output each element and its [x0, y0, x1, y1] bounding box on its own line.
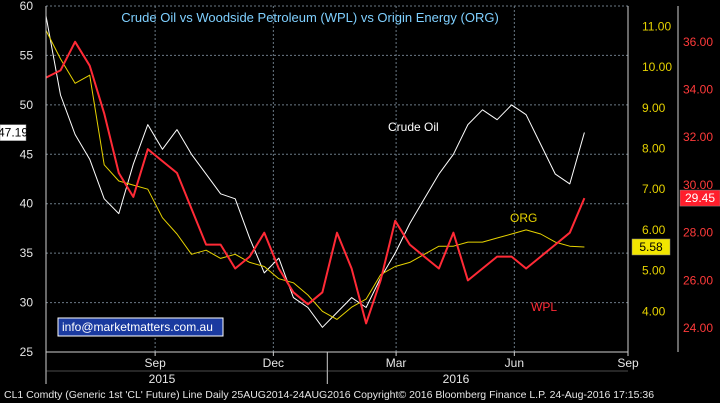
middle-tick-label: 9.00 — [642, 101, 666, 115]
left-tick-label: 55 — [20, 48, 34, 62]
email-box-rect — [57, 317, 224, 337]
left-tick-label: 45 — [20, 147, 34, 161]
right-tick-label: 26.00 — [683, 273, 713, 287]
series-line-wpl — [45, 40, 586, 325]
x-tick-label: Dec — [263, 356, 284, 370]
right-tick-label: 36.00 — [683, 35, 713, 49]
middle-tick-label: 5.00 — [642, 264, 666, 278]
middle-tick-label: 10.00 — [642, 60, 672, 74]
x-tick-label: Mar — [386, 356, 407, 370]
chart-title: Crude Oil vs Woodside Petroleum (WPL) vs… — [121, 10, 499, 25]
year-label-2016: 2016 — [443, 372, 470, 386]
left-tick-label: 40 — [20, 197, 34, 211]
x-tick-label: Jun — [505, 356, 524, 370]
crude-last-value-badge: 47.19 — [0, 124, 28, 141]
crude-last-value-badge-box — [0, 124, 27, 141]
right-tick-label: 30.00 — [683, 178, 713, 192]
email-text: info@marketmatters.com.au — [62, 320, 213, 334]
wpl-last-value-badge: 29.45 — [679, 189, 720, 207]
right-tick-label: 28.00 — [683, 226, 713, 240]
axes: 25 30 35 40 45 50 55 60 4.00 5.00 6.00 7.00 8.00 9.00… — [20, 0, 714, 386]
wpl-last-value-badge-text: 29.45 — [685, 191, 715, 205]
org-last-value-badge-box — [631, 238, 671, 256]
wpl-annotation: WPL — [531, 300, 557, 314]
left-tick-label: 60 — [20, 0, 34, 13]
right-tick-label: 32.00 — [683, 130, 713, 144]
middle-tick-label: 6.00 — [642, 223, 666, 237]
middle-tick-label: 7.00 — [642, 182, 666, 196]
org-last-value-badge: 5.58 — [631, 238, 671, 256]
x-tick-label: Sep — [617, 356, 639, 370]
x-tick-label: Sep — [144, 356, 166, 370]
left-tick-label: 50 — [20, 98, 34, 112]
footer-copyright: CL1 Comdty (Generic 1st 'CL' Future) Lin… — [4, 389, 654, 401]
middle-tick-label: 11.00 — [642, 19, 671, 33]
org-last-value-badge-text: 5.58 — [639, 240, 663, 254]
labels: 47.19 5.58 29.45 Crude Oil vs Woodside Petr… — [0, 10, 720, 401]
crude-oil-annotation: Crude Oil — [388, 120, 439, 134]
wpl-last-value-badge-box — [679, 189, 720, 207]
middle-tick-label: 4.00 — [642, 304, 666, 318]
series-lines — [45, 15, 586, 328]
right-tick-label: 24.00 — [683, 321, 713, 335]
series-line-crude-oil — [45, 15, 585, 328]
org-annotation: ORG — [510, 211, 537, 225]
email-box: info@marketmatters.com.au — [57, 317, 224, 337]
left-tick-label: 35 — [20, 246, 34, 260]
left-tick-label: 25 — [20, 345, 34, 359]
year-label-2015: 2015 — [149, 372, 176, 386]
middle-tick-label: 8.00 — [642, 141, 666, 155]
left-tick-label: 30 — [20, 296, 34, 310]
crude-last-value-badge-text: 47.19 — [0, 126, 28, 140]
right-tick-label: 34.00 — [683, 83, 713, 97]
